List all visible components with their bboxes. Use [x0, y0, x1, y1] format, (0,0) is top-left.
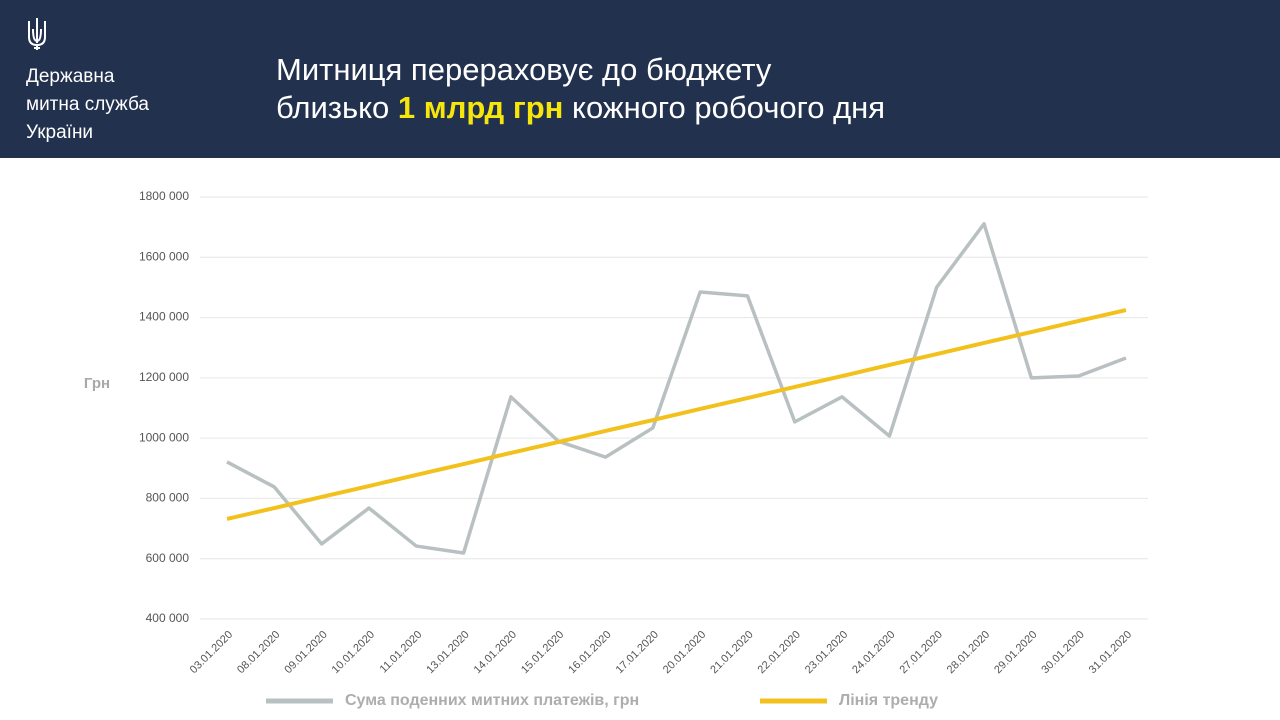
x-tick-label: 21.01.2020: [708, 629, 755, 676]
x-tick-label: 13.01.2020: [424, 629, 471, 676]
title-part: близько: [276, 90, 398, 125]
title-part: кожного робочого дня: [563, 90, 886, 125]
x-tick-label: 20.01.2020: [661, 629, 708, 676]
legend-label: Лінія тренду: [839, 692, 938, 709]
title: близько 1 млрд грн кожного робочого дня: [276, 90, 885, 126]
x-tick-label: 24.01.2020: [850, 629, 897, 676]
org-line: митна служба: [26, 94, 149, 115]
x-tick-label: 22.01.2020: [756, 629, 803, 676]
x-tick-label: 08.01.2020: [235, 629, 282, 676]
y-tick-label: 1000 000: [139, 430, 189, 444]
y-tick-label: 800 000: [146, 491, 190, 505]
x-tick-label: 27.01.2020: [897, 629, 944, 676]
x-tick-label: 03.01.2020: [188, 629, 235, 676]
x-tick-label: 11.01.2020: [378, 629, 425, 676]
org-line: Державна: [26, 66, 115, 87]
x-tick-label: 31.01.2020: [1087, 629, 1134, 676]
y-axis-label: Грн: [84, 375, 110, 392]
logo: [28, 18, 46, 50]
y-tick-label: 1400 000: [139, 310, 189, 324]
x-tick-label: 30.01.2020: [1039, 629, 1086, 676]
series-line: [226, 308, 1127, 521]
title: Митниця перераховує до бюджету: [276, 52, 772, 87]
x-tick-label: 17.01.2020: [614, 629, 661, 676]
y-tick-label: 600 000: [146, 551, 190, 565]
x-tick-label: 15.01.2020: [519, 629, 566, 676]
x-tick-label: 29.01.2020: [992, 629, 1039, 676]
x-tick-label: 23.01.2020: [803, 629, 850, 676]
y-tick-label: 1200 000: [139, 370, 189, 384]
x-tick-label: 28.01.2020: [945, 629, 992, 676]
x-tick-label: 10.01.2020: [330, 629, 377, 676]
y-tick-label: 400 000: [146, 611, 190, 625]
y-tick-label: 1600 000: [139, 249, 189, 263]
x-tick-label: 09.01.2020: [282, 629, 329, 676]
header: Державна митна служба України Митниця пе…: [0, 0, 1280, 158]
x-tick-label: 14.01.2020: [472, 629, 519, 676]
chart: Грн 400 000 600 000 800 000 1000 000 1200 00…: [84, 189, 1148, 709]
title-highlight: 1 млрд грн: [397, 90, 564, 125]
legend-label: Сума поденних митних платежів, грн: [345, 692, 639, 709]
org-line: України: [26, 122, 94, 143]
y-tick-label: 1800 000: [139, 189, 189, 203]
series-line: [226, 222, 1127, 555]
x-tick-label: 16.01.2020: [566, 629, 613, 676]
